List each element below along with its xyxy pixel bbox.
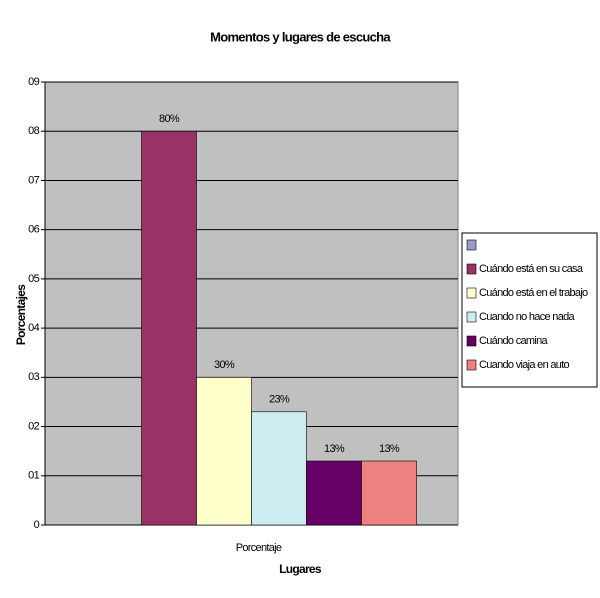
y-axis-label: Porcentajes <box>14 284 28 345</box>
bar <box>361 460 417 526</box>
legend-label: Cuando no hace nada <box>479 311 576 323</box>
bar <box>306 460 362 526</box>
legend-label: Cuándo está en su casa <box>479 263 584 275</box>
y-tick-label: 01 <box>28 470 39 482</box>
y-tick-label: 05 <box>28 273 39 285</box>
legend-swatch <box>466 287 477 299</box>
legend-swatch <box>466 359 477 371</box>
legend-label: Cuándo está en el trabajo <box>479 287 588 299</box>
data-label: 13% <box>324 443 345 455</box>
bar <box>141 130 197 526</box>
x-axis-label: Lugares <box>279 562 322 576</box>
y-tick-label: 09 <box>28 76 39 88</box>
legend-swatch <box>466 263 477 275</box>
y-tick-label: 08 <box>28 125 39 137</box>
y-tick-label: 07 <box>28 174 39 186</box>
legend-swatch <box>466 239 477 251</box>
legend-label: Cuando viaja en auto <box>479 359 570 371</box>
bar <box>196 377 252 526</box>
data-label: 13% <box>379 443 400 455</box>
chart-title: Momentos y lugares de escucha <box>210 29 391 44</box>
legend-box <box>461 232 598 388</box>
x-tick-label: Porcentaje <box>236 542 282 554</box>
legend-swatch <box>466 335 477 347</box>
legend-label: Cuándo camina <box>479 335 549 347</box>
y-tick-label: 06 <box>28 224 39 236</box>
legend-swatch <box>466 311 477 323</box>
data-label: 80% <box>159 113 180 125</box>
y-tick-label: 04 <box>28 322 39 334</box>
bar <box>251 411 307 526</box>
y-tick-label: 02 <box>28 420 39 432</box>
data-label: 23% <box>269 394 290 406</box>
y-tick-label: 03 <box>28 371 39 383</box>
y-tick-label: 0 <box>34 519 40 531</box>
data-label: 30% <box>214 359 235 371</box>
